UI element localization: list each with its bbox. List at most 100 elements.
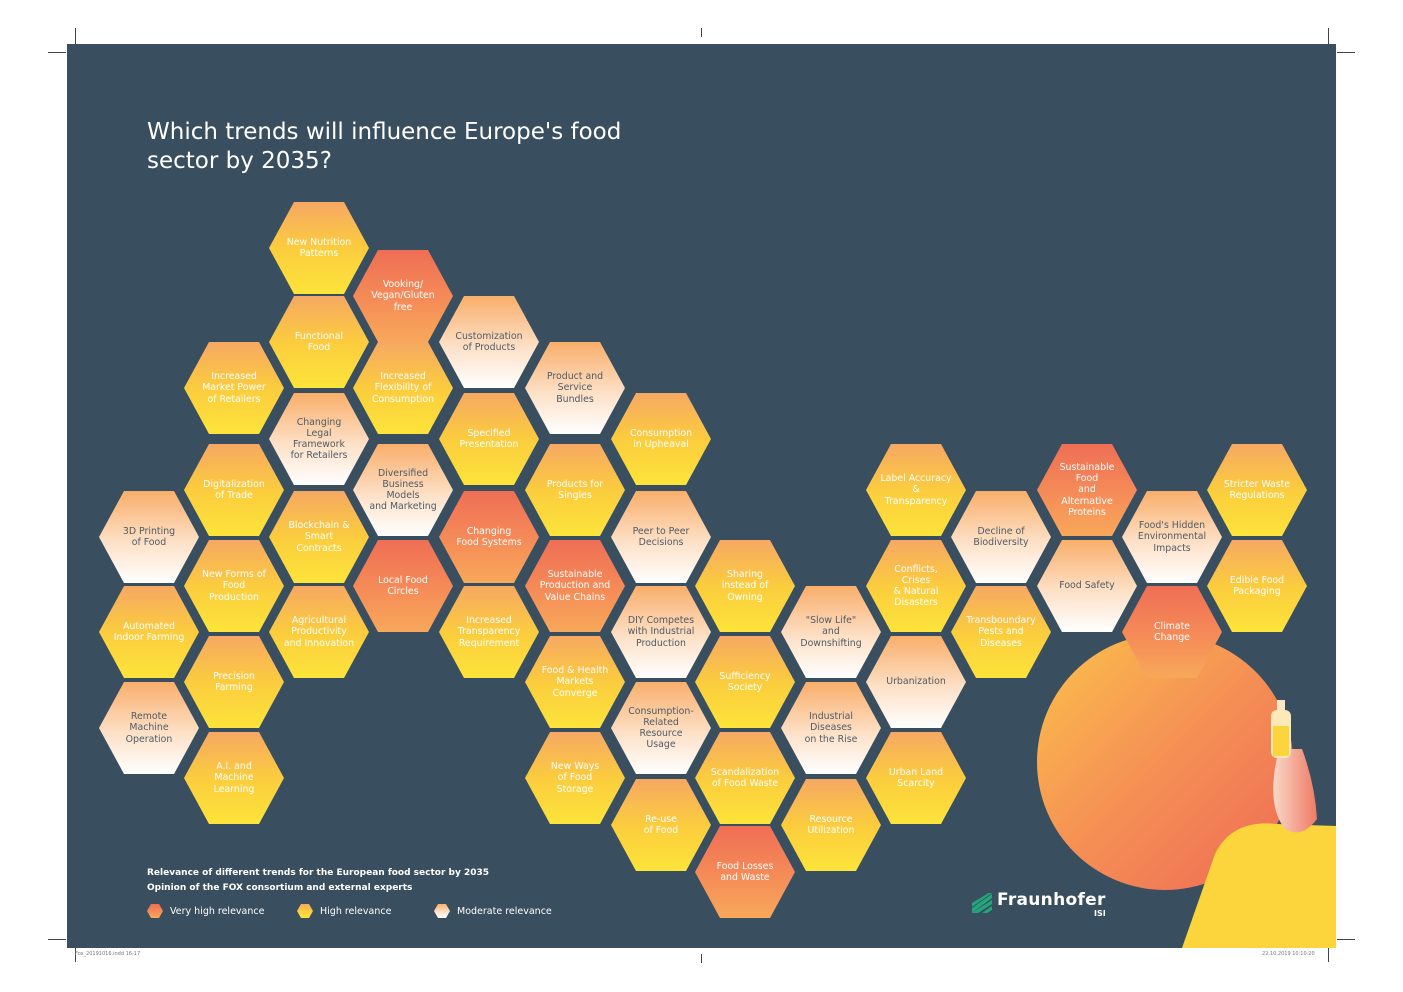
trend-hexagon: Re-use of Food xyxy=(611,779,711,871)
trend-hexagon: Product and Service Bundles xyxy=(525,342,625,434)
trend-label: Digitalization of Trade xyxy=(203,478,265,501)
trend-label: "Slow Life" and Downshifting xyxy=(800,615,862,649)
trend-label: Changing Legal Framework for Retailers xyxy=(290,416,348,462)
legend-very-high: Very high relevance xyxy=(147,904,264,918)
crop-mark xyxy=(1337,52,1355,53)
crop-mark xyxy=(701,954,702,963)
trend-label: Local Food Circles xyxy=(378,574,428,597)
trend-hexagon: Local Food Circles xyxy=(353,540,453,632)
trend-hexagon: Urban Land Scarcity xyxy=(866,732,966,824)
trend-label: Sharing instead of Owning xyxy=(721,569,769,603)
trend-hexagon: Increased Flexibility of Consumption xyxy=(353,342,453,434)
trend-hexagon: Vooking/ Vegan/Gluten free xyxy=(353,250,453,342)
trend-hexagon: New Nutrition Patterns xyxy=(269,202,369,294)
trend-hexagon: New Ways of Food Storage xyxy=(525,732,625,824)
trend-label: Vooking/ Vegan/Gluten free xyxy=(371,279,435,313)
trend-label: Functional Food xyxy=(294,330,344,353)
trend-label: Customization of Products xyxy=(455,330,523,353)
trend-label: Re-use of Food xyxy=(643,813,679,836)
trend-label: Transboundary Pests and Diseases xyxy=(966,615,1036,649)
trend-hexagon: Specified Presentation xyxy=(439,393,539,485)
trend-hexagon: Increased Transparency Requirement xyxy=(439,586,539,678)
legend-moderate-label: Moderate relevance xyxy=(457,905,552,917)
trend-label: Food Safety xyxy=(1059,580,1115,592)
trend-hexagon: Changing Food Systems xyxy=(439,491,539,583)
trend-hexagon: Food & Health Markets Converge xyxy=(525,636,625,728)
crop-mark xyxy=(48,52,66,53)
trend-label: Scandalization of Food Waste xyxy=(710,766,780,789)
trend-hexagon: Increased Market Power of Retailers xyxy=(184,342,284,434)
trend-hexagon: Digitalization of Trade xyxy=(184,444,284,536)
logo-name: Fraunhofer xyxy=(997,890,1106,910)
trend-label: Sufficiency Society xyxy=(719,670,771,693)
trend-label: Products for Singles xyxy=(546,478,604,501)
trend-label: Peer to Peer Decisions xyxy=(632,525,690,548)
trend-hexagon: Food's Hidden Environmental Impacts xyxy=(1122,491,1222,583)
legend-high-label: High relevance xyxy=(320,905,392,917)
trend-hexagon: Functional Food xyxy=(269,296,369,388)
poster: Which trends will influence Europe's foo… xyxy=(67,44,1336,948)
trend-label: Industrial Diseases on the Rise xyxy=(804,711,858,745)
trend-label: Product and Service Bundles xyxy=(546,371,604,405)
trend-label: New Ways of Food Storage xyxy=(550,761,600,795)
trend-label: Increased Flexibility of Consumption xyxy=(371,371,435,405)
trend-label: Changing Food Systems xyxy=(456,525,522,548)
trend-label: Urban Land Scarcity xyxy=(888,766,944,789)
trend-hexagon: Agricultural Productivity and Innovation xyxy=(269,586,369,678)
trend-hexagon: New Forms of Food Production xyxy=(184,540,284,632)
trend-hexagon: Consumption- Related Resource Usage xyxy=(611,682,711,774)
trend-label: Sustainable Food and Alternative Protein… xyxy=(1059,461,1115,518)
trend-hexagon: Precision Farming xyxy=(184,636,284,728)
trend-label: A.I. and Machine Learning xyxy=(213,761,255,795)
legend-very-high-label: Very high relevance xyxy=(170,905,265,917)
trend-hexagon: Peer to Peer Decisions xyxy=(611,491,711,583)
trend-label: 3D Printing of Food xyxy=(122,525,176,548)
legend-moderate: Moderate relevance xyxy=(434,904,552,918)
crop-mark xyxy=(1337,939,1355,940)
trend-hexagon: Sustainable Production and Value Chains xyxy=(525,540,625,632)
trend-label: Urbanization xyxy=(886,676,946,688)
trend-hexagon: Decline of Biodiversity xyxy=(951,491,1051,583)
trend-label: Edible Food Packaging xyxy=(1229,574,1285,597)
trend-hexagon: "Slow Life" and Downshifting xyxy=(781,586,881,678)
fraunhofer-logo-icon xyxy=(972,893,992,913)
trend-hexagon: Resource Utilization xyxy=(781,779,881,871)
trend-label: Specified Presentation xyxy=(459,427,519,450)
trend-label: Remote Machine Operation xyxy=(125,711,173,745)
trend-label: Blockchain & Smart Contracts xyxy=(288,520,350,554)
trend-hexagon: Stricter Waste Regulations xyxy=(1207,444,1307,536)
crop-mark xyxy=(701,28,702,37)
trend-label: New Forms of Food Production xyxy=(202,569,266,603)
trend-hexagon: DIY Competes with Industrial Production xyxy=(611,586,711,678)
trend-label: Label Accuracy & Transparency xyxy=(880,473,952,507)
trend-hexagon: Conflicts, Crises & Natural Disasters xyxy=(866,540,966,632)
trend-label: Climate Change xyxy=(1153,620,1191,643)
legend-title-line2: Opinion of the FOX consortium and extern… xyxy=(147,883,413,893)
trend-label: Food's Hidden Environmental Impacts xyxy=(1137,520,1207,554)
crop-mark xyxy=(1328,948,1329,962)
trend-label: Stricter Waste Regulations xyxy=(1223,478,1291,501)
trend-label: Consumption- Related Resource Usage xyxy=(628,705,694,751)
trend-hexagon: A.I. and Machine Learning xyxy=(184,732,284,824)
trend-hexagon: Remote Machine Operation xyxy=(99,682,199,774)
trend-hexagon: Automated Indoor Farming xyxy=(99,586,199,678)
print-slug-right: 22.10.2019 10:10:20 xyxy=(1262,951,1315,957)
trend-label: Automated Indoor Farming xyxy=(113,620,185,643)
trend-hexagon: Scandalization of Food Waste xyxy=(695,732,795,824)
trend-label: Precision Farming xyxy=(213,670,255,693)
trend-hexagon: Industrial Diseases on the Rise xyxy=(781,682,881,774)
trend-hexagon: Changing Legal Framework for Retailers xyxy=(269,393,369,485)
trend-hexagon: Urbanization xyxy=(866,636,966,728)
trend-label: Decline of Biodiversity xyxy=(973,525,1029,548)
very-high-swatch xyxy=(147,904,163,918)
page-title: Which trends will influence Europe's foo… xyxy=(147,119,622,174)
crop-mark xyxy=(75,948,76,962)
trend-label: Increased Market Power of Retailers xyxy=(202,371,266,405)
trend-label: Agricultural Productivity and Innovation xyxy=(283,615,355,649)
high-swatch xyxy=(297,904,313,918)
print-slug-left: Fox_20191016.indd 16-17 xyxy=(75,951,141,957)
trend-hexagon: Sustainable Food and Alternative Protein… xyxy=(1037,444,1137,536)
trend-hexagon: 3D Printing of Food xyxy=(99,491,199,583)
trend-hexagon: Blockchain & Smart Contracts xyxy=(269,491,369,583)
trend-label: Consumption in Upheaval xyxy=(629,427,693,450)
